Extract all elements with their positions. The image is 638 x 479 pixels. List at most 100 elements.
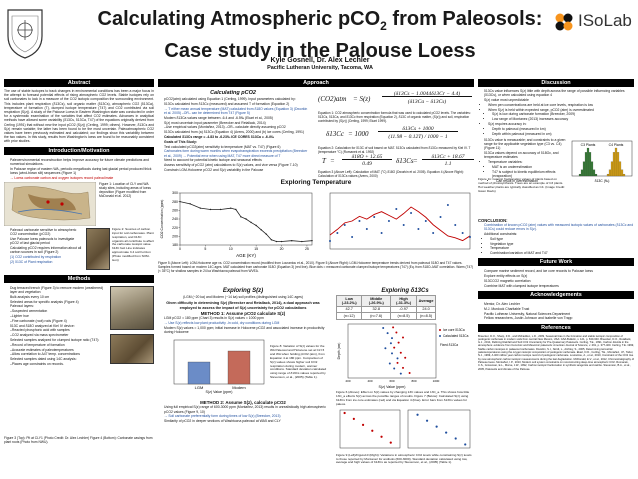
exploring-sz-subcaption: (LGM (~20 ka) and Modern (~14 ka) soil p… [183,295,303,300]
sz-depth-point [392,325,395,328]
sz-depth-point [393,346,396,349]
figure-3-image [110,285,154,330]
authors: Kyle Gosnell, Dr. Alex Lechler [270,57,370,64]
discussion-item: When S(z) is held within expected range,… [488,108,634,112]
co2-point [245,218,247,220]
conclusion-item: Temperature [490,246,634,250]
equation-1: (CO2)atm = S(z) (δ13Cs − 1.0044δ13Cr − 4… [318,91,474,110]
calc-item: Need to account for potential kinetic is… [164,158,308,162]
eq1-den: (δ13Ca − δ13Cs) [407,99,447,105]
future-work-list: Compare marine sediment record, and ice … [478,269,634,288]
sz-depth-point [402,366,404,369]
discussion-list: δ13Cs value influences S(z) little with … [478,89,634,136]
y-tick-label: 240 [172,217,178,221]
t47-point [417,228,420,230]
t47-point [454,224,457,226]
sz-bar [227,350,251,385]
discussion-item: δ13Ca values depend on accuracy of δ18Oc… [484,151,566,159]
t47-point [343,224,346,226]
bullet: Calculating pCO2 requires information ab… [10,246,84,254]
histogram-bar [606,173,610,176]
future-item: Combine MAT with clumped isotope tempera… [484,284,634,288]
method-1-item: Modern S(z) values = 1,000 ppm; initial … [164,326,328,334]
calc-pco2-list: pCO2(atm) calculated using Equation 1 (C… [158,97,308,172]
y-axis-label: CO2 Concentration (ppm) [160,200,164,239]
methods-item: Selected areas for specific analysis (Fi… [10,300,106,304]
histogram-bar [592,169,596,176]
calc-item: –Use empirical values (Montañez, 2013) –… [164,125,308,129]
bullets-2: Paleosol carbonate sensitive to atmosphe… [4,228,84,265]
t47-point [432,232,435,234]
calc-item: δ13Cs calculated from (a) δ13Cc (Equatio… [164,130,308,134]
calc-item: → T either mean annual temperature (MAT)… [164,107,308,115]
t47-point [329,240,331,242]
sz-depth-point [391,336,393,339]
eq3-eq: = [330,157,335,165]
histogram-bar [612,152,616,176]
histogram-bar [616,152,620,176]
calc-item: Assess sensitivity of pCO2 (atm) calcula… [164,163,308,167]
histogram-bar [614,147,618,176]
affiliation: Pacific Lutheran University, Tacoma, WA [267,65,373,71]
discussion-item: When pen concentrations are held at ice … [488,103,634,107]
eq4-eq: = [413,157,418,165]
equation-1-label: Equation 1: CO2 atmospheric concentratio… [318,111,471,123]
methods-item: Selected samples dated using 14C analysi… [10,357,106,361]
equation-2: δ13Cc = 1000 δ13Cs + 1000 (11.98 − 0.12T… [318,126,474,145]
eq4-num: δ13Cc + 18.67 [422,154,474,161]
poster-title: Calculating Atmospheric pCO2 from Paleos… [97,8,543,62]
exploring-sz: Exploring S(z) (LGM (~20 ka) and Modern … [158,287,474,477]
histogram-bar [580,169,584,176]
figure-1-map [4,181,96,226]
sz-depth-point [402,336,404,339]
c3-c4-histogram: C3 Plants C4 Plants δ13C (‰) [571,140,633,183]
center-column: Calculating pCO2 pCO2(atm) calculated us… [158,89,474,477]
pco2-variation-chart [339,410,471,449]
co2-point [301,240,303,243]
co2-point [250,221,252,224]
sz-depth-point [395,331,398,334]
eq3-lhs: T [322,157,326,165]
histogram-bar [582,161,586,176]
discussion-bar: Discussion [478,79,634,87]
pco2-point [343,412,346,415]
histogram-label: C4 Plants [609,143,624,147]
sz-depth-point [388,362,391,365]
calc-item: Test calculated pCO2(atm) sensitivity to… [164,145,308,149]
exploring-d13cs-title: Exploring δ13Cs [381,288,429,294]
x-axis-label: AGE (KY) [236,253,256,258]
sz-depth-point [386,331,389,334]
discussion-list-2: δ13Cs value is measurable; and constrain… [478,138,566,184]
co2-point [240,216,242,218]
equation-4: δ13Cs = δ13Cc + 18.67 1.1 [396,154,474,169]
histogram-bar [588,152,592,176]
conclusion-list: Combination of known pCO2 (atm) values w… [478,223,634,255]
co2-point [311,239,313,242]
calc-pco2-block: Calculating pCO2 pCO2(atm) calculated us… [158,89,474,179]
eq3-num: δ18O + 12.65 [342,154,392,161]
t47-point [410,212,413,214]
histogram-bar [584,152,588,176]
figure-8-caption: Figure 8: Variation of S(z) values for t… [270,344,327,380]
eq2-den: (11.98 − 0.12T) / 1000 − 1 [388,134,448,140]
histogram-bar [594,173,598,176]
co2-point [255,224,257,227]
sz-depth-point [396,357,399,360]
discussion-item: Temperature variables: [488,160,566,164]
histogram-label: C3 Plants [581,143,596,147]
discussion-item: Depth within paleosol (measured in cm) [492,132,634,136]
co2-point [280,240,283,243]
bullet: (1) CO2 contributed by respiration [10,255,84,259]
eq2-lhs: δ13Cc [326,130,345,138]
x-tick-label: 200 [345,379,350,383]
method-2-list: Using full empirical S(z) range of 600-3… [158,405,328,423]
future-item: Compare marine sediment record, and ice … [484,269,634,273]
poster-header: Calculating Atmospheric pCO2 from Paleos… [0,0,638,71]
conclusion-item: Vegetation type [490,242,634,246]
discussion-item: Depth to paleosol (measured in km) [492,127,634,131]
calc-item: Carbonates form during warm months when … [164,149,308,157]
sz-depth-point [396,361,399,364]
co2-point [209,208,212,211]
future-work-title: Future Work [478,258,634,267]
